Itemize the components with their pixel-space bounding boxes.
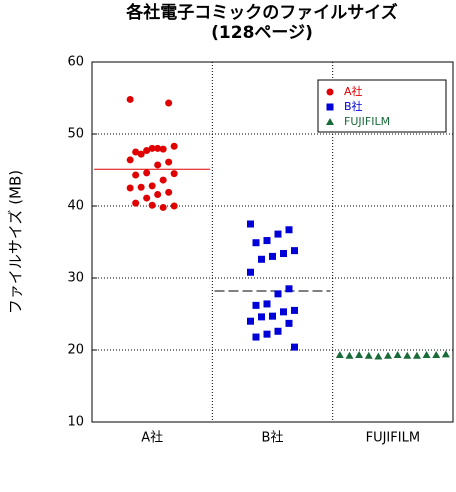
point [143, 147, 151, 155]
point [285, 226, 293, 234]
point [247, 317, 254, 325]
point [132, 171, 140, 179]
legend-label: FUJIFILM [344, 115, 390, 128]
point [285, 319, 293, 327]
y-tick-label: 40 [67, 199, 84, 214]
point [154, 161, 162, 169]
point [126, 184, 134, 192]
point [291, 343, 298, 351]
point [263, 330, 271, 338]
x-tick-label: B社 [262, 430, 284, 446]
x-tick-label: FUJIFILM [366, 431, 420, 446]
point [165, 99, 173, 107]
point [285, 285, 293, 293]
y-tick-label: 30 [67, 271, 84, 286]
plot-frame [91, 61, 454, 423]
point [274, 327, 282, 335]
point [170, 170, 178, 178]
point [170, 202, 178, 210]
point [274, 290, 282, 298]
point [422, 351, 431, 359]
legend-label: B社 [344, 99, 363, 113]
point [148, 144, 156, 152]
point [132, 148, 140, 156]
chart-subtitle: (128ページ) [211, 23, 313, 43]
point [258, 313, 265, 321]
legend-marker [326, 103, 334, 111]
point [252, 239, 260, 247]
point [252, 333, 260, 341]
point [126, 156, 134, 164]
point [263, 300, 271, 308]
point [384, 351, 393, 359]
point [263, 237, 271, 245]
point [148, 182, 156, 190]
point [335, 351, 344, 359]
legend-marker [326, 118, 334, 125]
point [126, 95, 134, 103]
point [374, 352, 383, 360]
point [269, 312, 276, 320]
point [355, 351, 364, 359]
y-tick-label: 10 [67, 415, 84, 430]
point [132, 199, 140, 207]
point [432, 351, 441, 359]
point [137, 183, 145, 191]
point [247, 268, 254, 276]
point [280, 250, 287, 258]
point [170, 142, 178, 150]
point [393, 351, 402, 359]
point [252, 301, 260, 309]
point [154, 144, 162, 152]
point [412, 351, 421, 359]
point [148, 201, 156, 209]
point [274, 230, 282, 238]
legend-marker [326, 88, 334, 96]
point [165, 158, 173, 166]
point [364, 351, 373, 359]
point [441, 350, 450, 358]
point [403, 351, 412, 359]
point [159, 203, 167, 211]
point [291, 306, 298, 314]
point [159, 145, 167, 153]
point [345, 351, 354, 359]
point [165, 188, 173, 196]
point [137, 150, 145, 158]
y-tick-label: 50 [67, 127, 84, 142]
point [291, 247, 298, 255]
y-axis-label: ファイルサイズ (MB) [7, 170, 25, 314]
y-tick-label: 20 [67, 343, 84, 358]
point [280, 308, 287, 316]
point [159, 176, 167, 184]
point [154, 190, 162, 198]
point [258, 255, 265, 263]
point [143, 194, 151, 202]
chart-title: 各社電子コミックのファイルサイズ [125, 2, 398, 23]
point [247, 220, 254, 228]
y-tick-label: 60 [67, 55, 84, 70]
legend-label: A社 [344, 84, 363, 98]
legend-box [317, 79, 447, 133]
point [269, 252, 276, 260]
x-tick-label: A社 [141, 430, 163, 446]
point [143, 169, 151, 177]
